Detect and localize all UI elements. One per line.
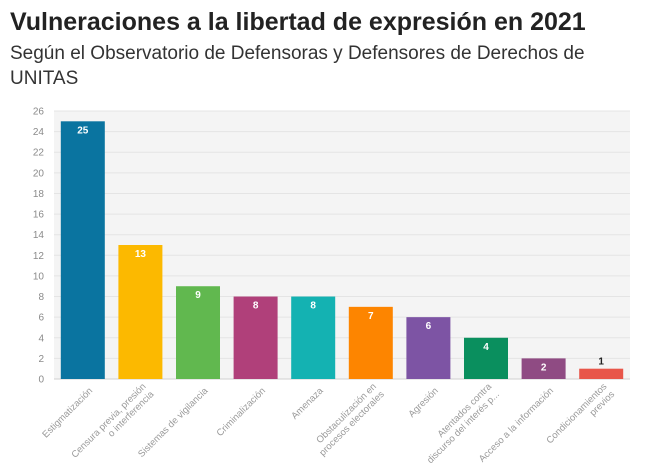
bar (406, 317, 451, 379)
data-label: 8 (253, 301, 259, 312)
data-label: 7 (368, 311, 374, 322)
y-tick-label: 24 (33, 127, 45, 138)
x-tick-label-line: Amenaza (289, 385, 326, 422)
y-tick-label: 10 (33, 271, 45, 282)
bar (233, 296, 278, 379)
y-tick-label: 4 (38, 333, 44, 344)
y-tick-label: 12 (33, 251, 45, 262)
x-tick-label-line: Criminalización (215, 386, 268, 439)
x-tick-label-line: Estigmatización (40, 386, 95, 441)
x-tick-label: Amenaza (289, 385, 326, 422)
data-label: 9 (195, 290, 201, 301)
y-tick-label: 16 (33, 210, 45, 221)
x-tick-label: Agresión (406, 386, 440, 420)
data-label: 2 (541, 362, 547, 373)
x-tick-label: Criminalización (215, 386, 268, 439)
y-tick-label: 26 (33, 107, 45, 118)
y-tick-label: 8 (38, 292, 44, 303)
y-tick-label: 18 (33, 189, 45, 200)
bar (464, 337, 508, 379)
y-tick-label: 2 (38, 354, 44, 365)
bar (521, 358, 566, 379)
y-tick-label: 14 (33, 230, 45, 241)
data-label: 4 (483, 342, 489, 353)
y-tick-label: 22 (33, 148, 45, 159)
bar (291, 296, 336, 379)
data-label: 13 (135, 249, 147, 260)
bar (348, 306, 393, 379)
x-tick-label: Estigmatización (40, 386, 95, 441)
bar (579, 368, 624, 379)
chart-subtitle: Según el Observatorio de Defensoras y De… (10, 43, 585, 89)
bar (176, 286, 220, 379)
bar (118, 245, 163, 379)
y-tick-label: 0 (38, 375, 44, 386)
x-tick-label-line: Agresión (406, 386, 440, 420)
bar (60, 121, 105, 380)
y-tick-label: 20 (33, 168, 45, 179)
data-label: 1 (598, 357, 604, 368)
bars: 25 13 9 8 8 7 6 4 2 1 (60, 121, 624, 380)
chart-title: Vulneraciones a la libertad de expresión… (10, 8, 586, 36)
data-label: 8 (310, 301, 316, 312)
data-label: 25 (77, 125, 89, 136)
y-tick-label: 6 (38, 313, 44, 324)
data-label: 6 (426, 321, 432, 332)
